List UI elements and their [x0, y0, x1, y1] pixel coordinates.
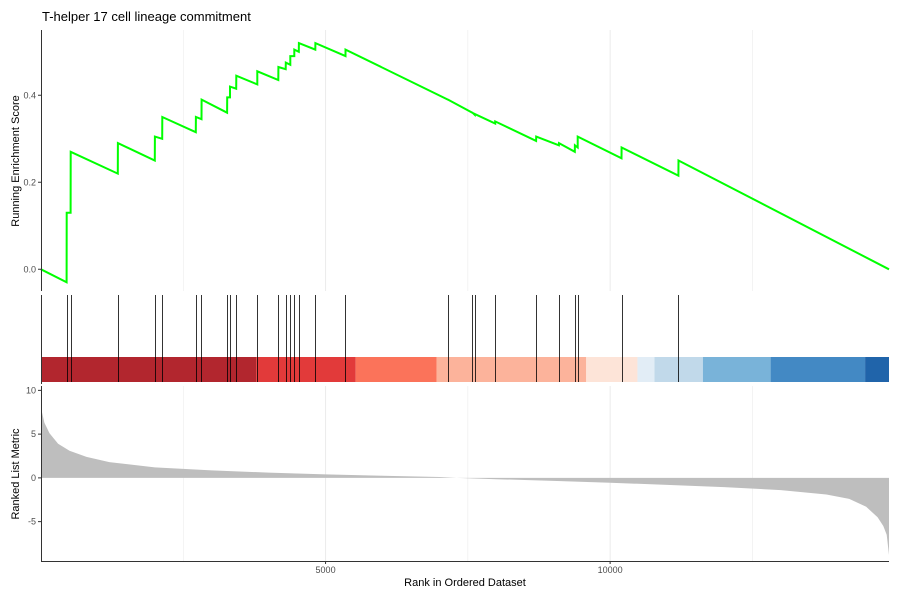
hit-color-band [586, 357, 638, 382]
enrichment-y-tick-label: 0.2 [23, 177, 36, 187]
enrichment-y-tick-label: 0.4 [23, 90, 36, 100]
enrichment-gridlines [182, 30, 753, 291]
hit-color-band [355, 357, 437, 382]
metric-y-tick-label: 0 [31, 473, 36, 483]
enrichment-y-axis-title: Running Enrichment Score [10, 95, 22, 226]
axis-lines [41, 30, 889, 562]
x-axis-ticks: 5000 10000 [316, 561, 623, 575]
hit-color-band [256, 357, 356, 382]
hit-color-band [770, 357, 866, 382]
x-axis-tick-label: 10000 [598, 565, 623, 575]
metric-y-tick-label: -5 [28, 517, 36, 527]
chart-title: T-helper 17 cell lineage commitment [42, 9, 251, 24]
hit-color-bands [41, 357, 889, 382]
x-axis-tick-label: 5000 [316, 565, 336, 575]
enrichment-score-curve [40, 41, 890, 284]
metric-y-ticks: -5 0 5 10 [26, 385, 41, 527]
enrichment-y-tick-label: 0.0 [23, 264, 36, 274]
metric-y-tick-label: 5 [31, 429, 36, 439]
ranked-metric-area [41, 407, 889, 555]
metric-y-axis-title: Ranked List Metric [10, 428, 22, 520]
gene-hit-lines [67, 295, 679, 382]
enrichment-y-ticks: 0.0 0.2 0.4 [23, 90, 41, 274]
hit-color-band [41, 357, 257, 382]
x-axis-title: Rank in Ordered Dataset [404, 577, 526, 589]
hit-color-band [702, 357, 771, 382]
hit-color-band [436, 357, 587, 382]
metric-y-tick-label: 10 [26, 385, 36, 395]
hit-color-band [865, 357, 889, 382]
hit-color-band [637, 357, 655, 382]
